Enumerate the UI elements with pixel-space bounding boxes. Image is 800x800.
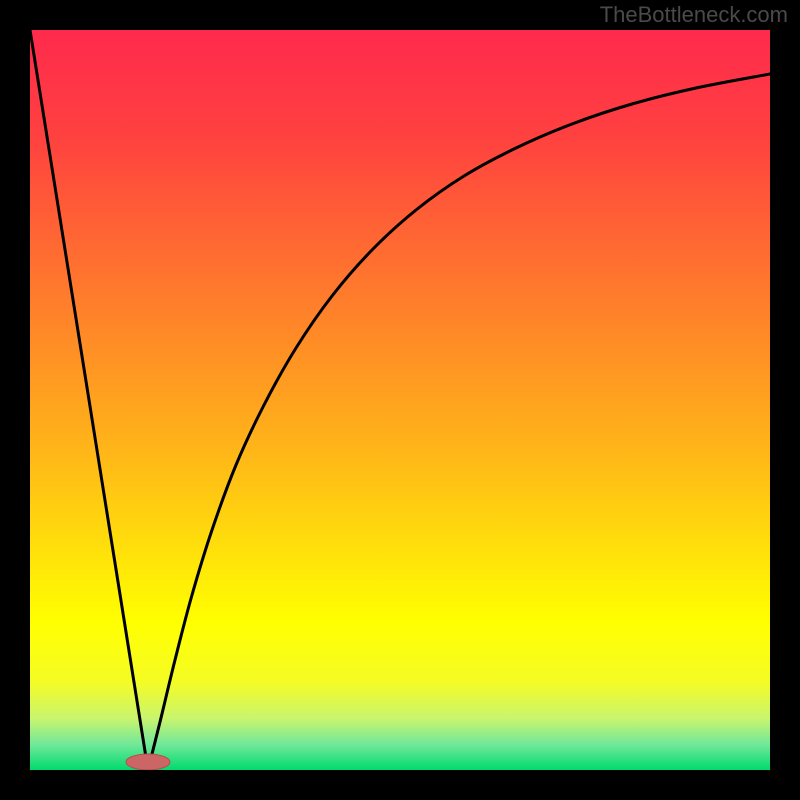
watermark-text: TheBottleneck.com <box>600 2 788 28</box>
bottleneck-chart <box>0 0 800 800</box>
optimum-marker <box>126 754 170 770</box>
chart-container: TheBottleneck.com <box>0 0 800 800</box>
gradient-background <box>30 30 770 770</box>
